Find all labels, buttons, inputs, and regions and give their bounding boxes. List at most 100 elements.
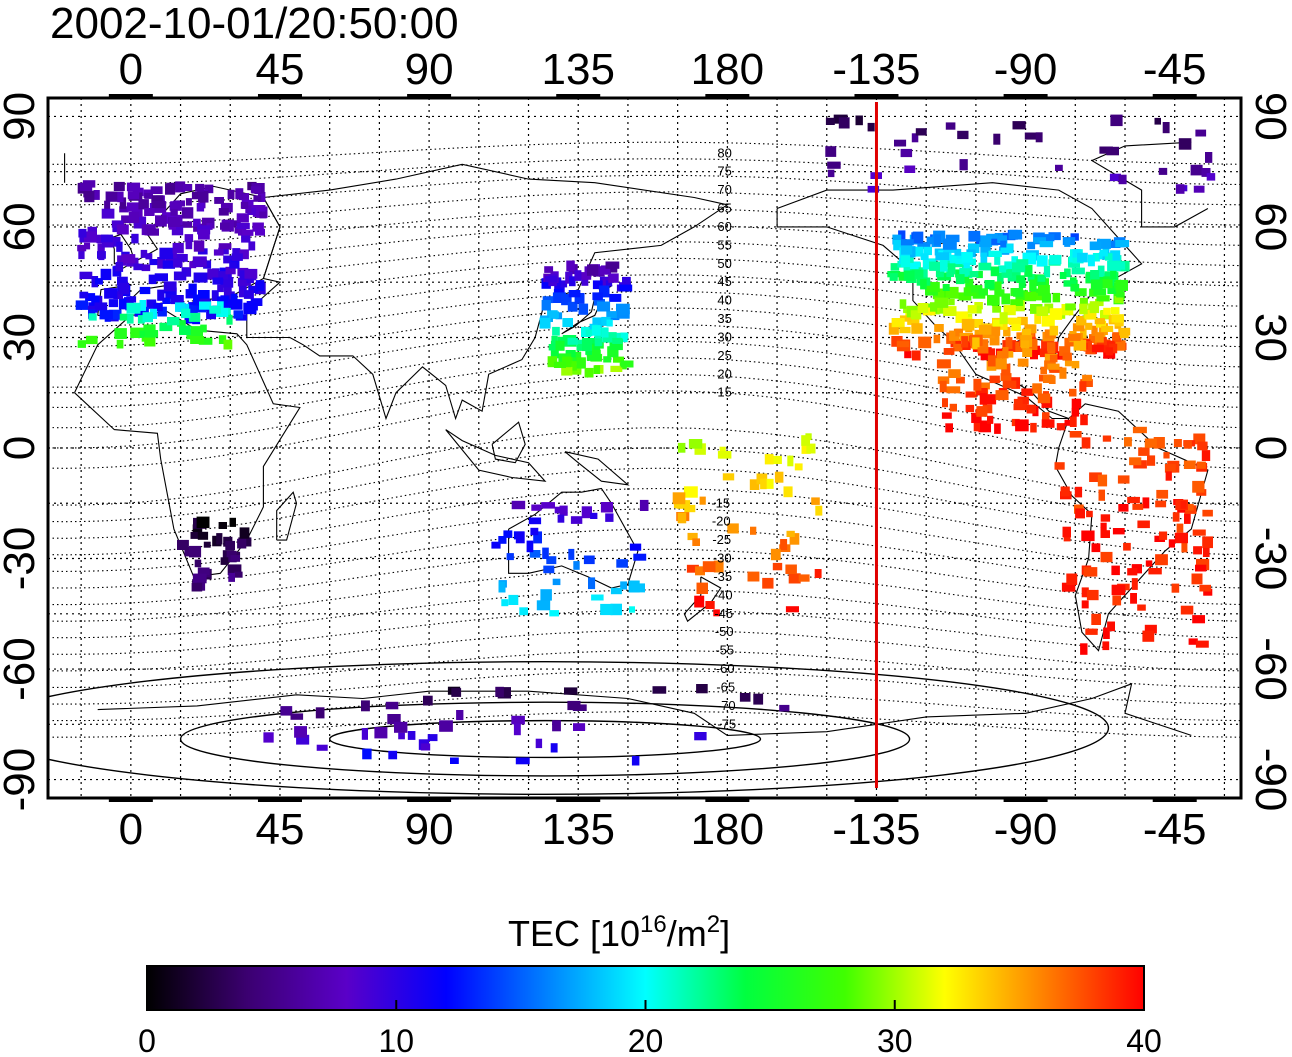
tec-cell	[1205, 152, 1213, 163]
tec-cell	[959, 159, 968, 171]
tec-cell	[220, 222, 230, 230]
tec-cell	[1195, 640, 1209, 648]
tec-cell	[827, 169, 835, 178]
tec-cell	[908, 261, 921, 270]
tec-cell	[552, 326, 560, 336]
contour-label: -30	[713, 551, 732, 566]
tec-cell	[922, 259, 931, 270]
tec-cell	[567, 700, 581, 711]
tec-cell	[1098, 489, 1105, 501]
tec-cell	[687, 532, 698, 541]
tec-cell	[98, 250, 105, 261]
tec-cell	[945, 122, 956, 130]
y-tick-label: -90	[1246, 748, 1292, 812]
tec-cell	[1147, 455, 1156, 466]
tec-cell	[1069, 431, 1082, 438]
tec-cell	[185, 198, 192, 206]
tec-cell	[892, 234, 902, 245]
tec-cell	[1036, 255, 1048, 267]
tec-cell	[825, 146, 837, 157]
tec-cell	[855, 115, 863, 126]
tec-cell	[1103, 307, 1111, 315]
tec-cell	[963, 259, 970, 269]
tec-cell	[591, 325, 601, 336]
tec-cell	[994, 289, 1005, 297]
tec-cell	[126, 302, 141, 314]
tec-cell	[540, 589, 552, 601]
mag-contour	[48, 528, 1241, 589]
tec-cell	[1118, 504, 1129, 512]
tec-cell	[713, 560, 724, 573]
tec-cell	[677, 512, 687, 524]
tec-cell	[867, 185, 880, 193]
tec-cell	[783, 486, 793, 498]
tec-cell	[652, 686, 667, 694]
contour-label: 60	[717, 219, 731, 234]
frame-tick	[257, 797, 302, 802]
tec-cell	[573, 723, 586, 731]
tec-cell	[609, 339, 623, 351]
colorbar-tick-label: 10	[378, 1023, 414, 1057]
tec-cell	[130, 327, 144, 338]
tec-cell	[235, 188, 244, 200]
tec-cell	[1066, 573, 1078, 585]
tec-cell	[108, 299, 119, 308]
tec-cell	[206, 311, 216, 320]
coastline	[97, 682, 1192, 736]
tec-cell	[994, 423, 1001, 434]
tec-cell	[1039, 348, 1051, 358]
tec-cell	[193, 272, 208, 283]
tec-cell	[1085, 271, 1094, 283]
tec-cell	[972, 319, 983, 328]
tec-cell	[578, 303, 589, 315]
frame-tick	[108, 797, 153, 802]
tec-cell	[228, 572, 235, 582]
contour-label: -60	[716, 661, 735, 676]
tec-cell	[237, 538, 247, 549]
tec-cell	[978, 325, 992, 335]
tec-cell	[1059, 367, 1067, 379]
tec-cell	[937, 272, 952, 281]
frame-tick	[1003, 94, 1048, 99]
coastline	[445, 429, 547, 482]
tec-cell	[1116, 286, 1124, 298]
x-tick-label: 180	[691, 805, 764, 854]
tec-cell	[1069, 416, 1077, 427]
tec-cell	[555, 340, 565, 351]
tec-cell	[1142, 497, 1150, 509]
contour-label: -75	[717, 716, 736, 731]
tec-cell	[1072, 249, 1081, 258]
tec-cell	[764, 478, 774, 489]
tec-cell	[565, 271, 573, 284]
tec-cell	[942, 398, 948, 408]
tec-cell	[427, 734, 438, 742]
mag-contour	[48, 609, 1241, 655]
tec-cell	[629, 606, 635, 613]
tec-cell	[75, 300, 89, 310]
contour-label: 20	[717, 366, 731, 381]
tec-cell	[95, 278, 103, 285]
tec-cell	[713, 609, 720, 617]
tec-cell	[686, 564, 699, 573]
tec-cell	[965, 391, 977, 398]
tec-cell	[911, 323, 923, 334]
frame-tick	[854, 94, 899, 99]
tec-cell	[915, 128, 927, 136]
mag-contour	[48, 629, 1241, 672]
tec-cell	[946, 269, 955, 277]
tec-cell	[1071, 267, 1085, 275]
tec-cell	[193, 218, 201, 227]
tec-cell	[150, 186, 163, 194]
tec-cell	[290, 713, 304, 720]
tec-cell	[149, 308, 157, 319]
tec-cell	[1030, 422, 1037, 433]
tec-cell	[900, 244, 913, 255]
tec-cell	[1089, 301, 1100, 314]
tec-cell	[1137, 604, 1146, 611]
tec-cell	[926, 281, 940, 292]
tec-cell	[612, 337, 623, 344]
tec-cell	[631, 755, 640, 766]
tec-cell	[762, 577, 774, 589]
tec-cell	[113, 181, 125, 191]
tec-cell	[192, 256, 207, 268]
